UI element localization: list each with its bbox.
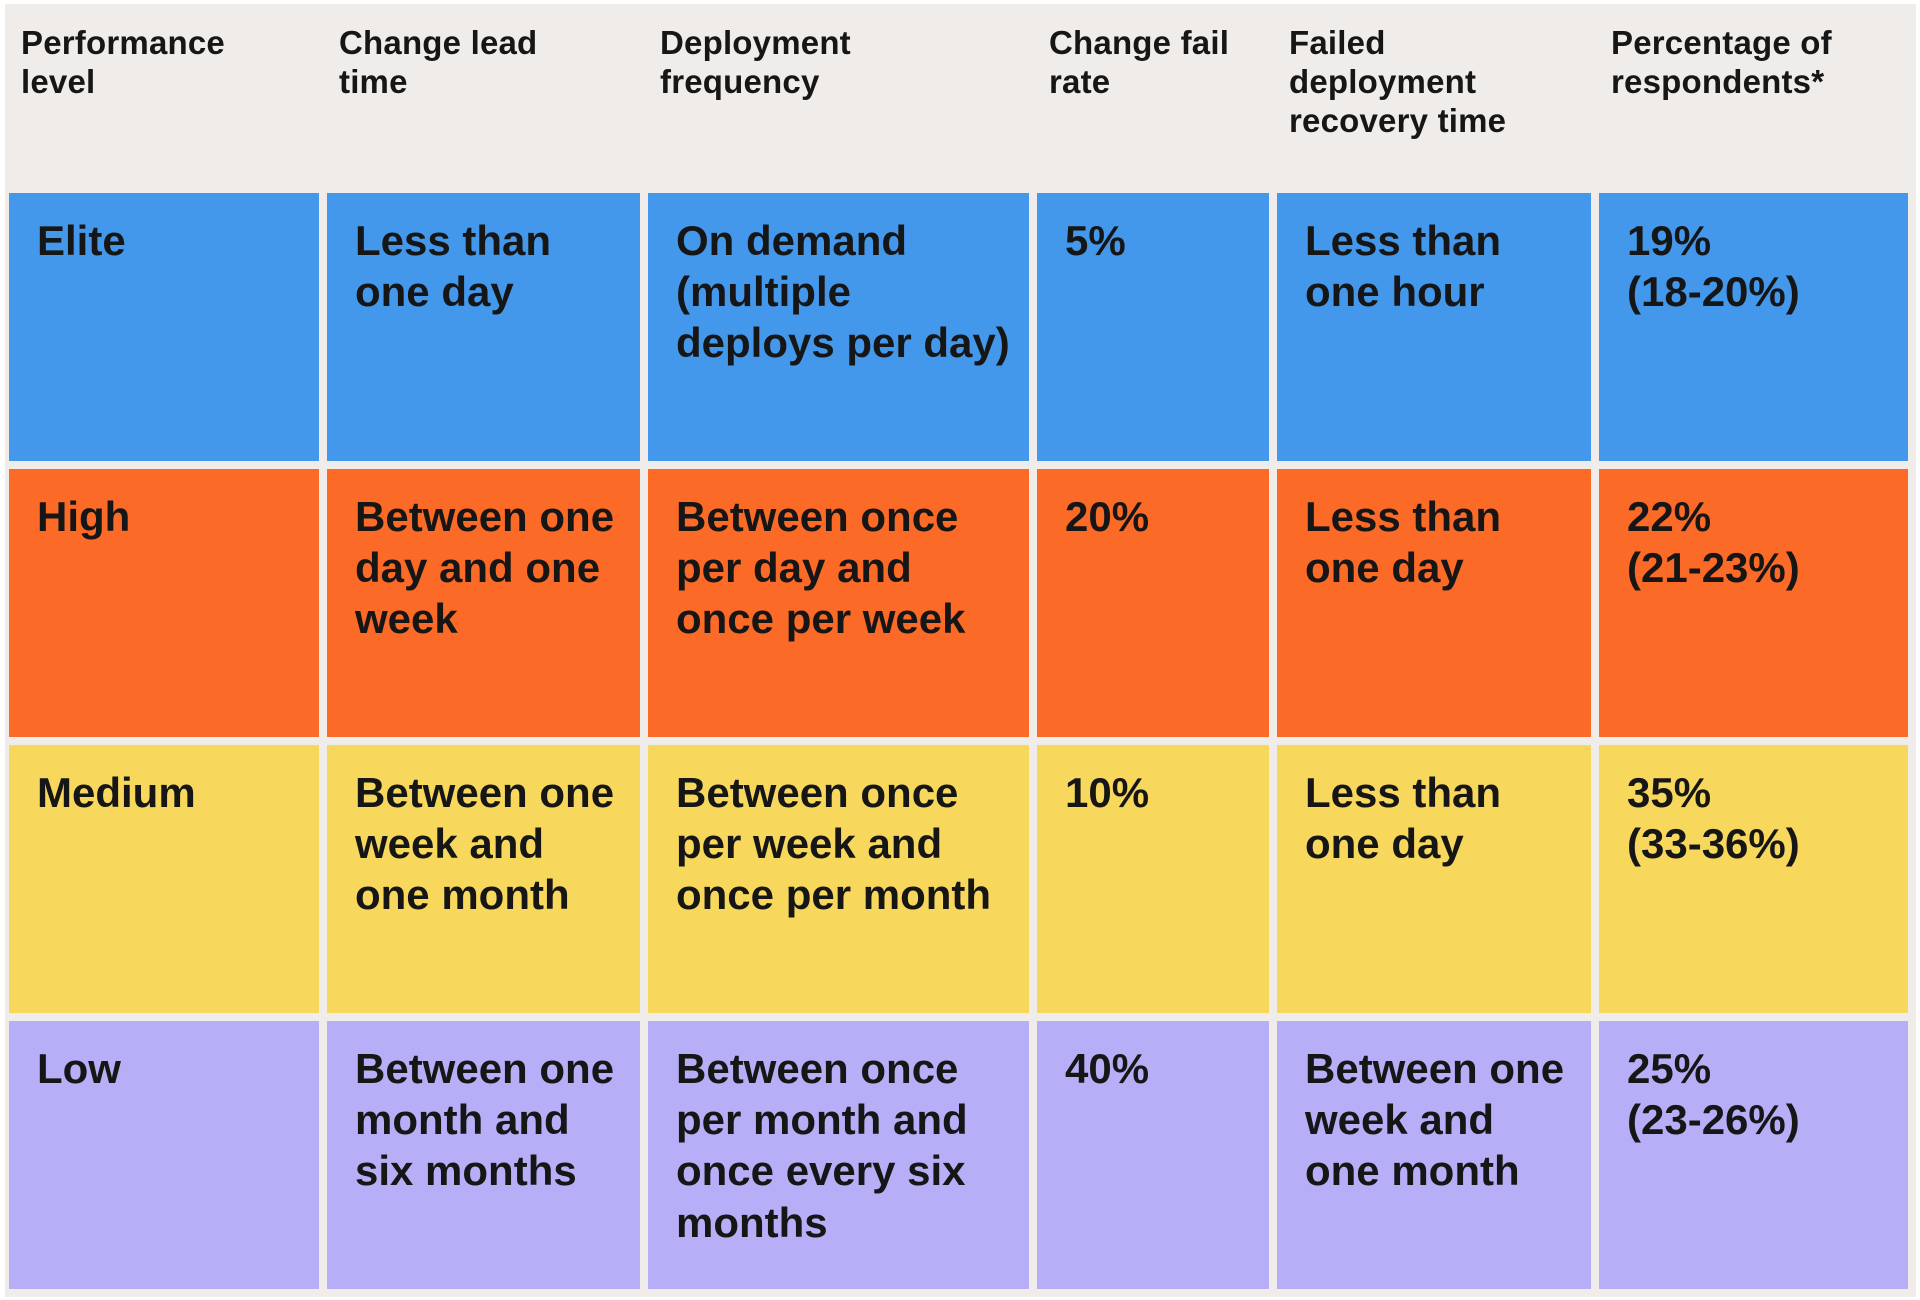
cell-low-performance-level: Low (9, 1021, 319, 1289)
column-header-change-lead-time: Change lead time (339, 24, 538, 100)
cell-high-change-lead-time: Between one day and one week (327, 469, 640, 737)
column-header-change-fail-rate: Change fail rate (1049, 24, 1230, 100)
cell-high-change-fail-rate: 20% (1037, 469, 1269, 737)
cell-medium-performance-level: Medium (9, 745, 319, 1013)
column-header-performance-level: Performance level (21, 24, 225, 100)
column-header-failed-deployment-recovery-time: Failed deployment recovery time (1289, 24, 1507, 139)
cell-high-recovery-time: Less than one day (1277, 469, 1591, 737)
cell-low-recovery-time: Between one week and one month (1277, 1021, 1591, 1289)
cell-medium-recovery-time: Less than one day (1277, 745, 1591, 1013)
cell-elite-percentage-respondents: 19% (18-20%) (1599, 193, 1908, 461)
cell-medium-change-lead-time: Between one week and one month (327, 745, 640, 1013)
cell-high-deployment-frequency: Between once per day and once per week (648, 469, 1029, 737)
dora-performance-table: Performance level Change lead time Deplo… (9, 8, 1908, 1289)
cell-elite-change-lead-time: Less than one day (327, 193, 640, 461)
cell-low-change-fail-rate: 40% (1037, 1021, 1269, 1289)
cell-elite-recovery-time: Less than one hour (1277, 193, 1591, 461)
cell-elite-performance-level: Elite (9, 193, 319, 461)
cell-medium-change-fail-rate: 10% (1037, 745, 1269, 1013)
table-background: Performance level Change lead time Deplo… (5, 4, 1916, 1297)
cell-low-change-lead-time: Between one month and six months (327, 1021, 640, 1289)
cell-medium-percentage-respondents: 35% (33-36%) (1599, 745, 1908, 1013)
cell-elite-change-fail-rate: 5% (1037, 193, 1269, 461)
cell-low-percentage-respondents: 25% (23-26%) (1599, 1021, 1908, 1289)
cell-high-percentage-respondents: 22% (21-23%) (1599, 469, 1908, 737)
column-header-percentage-of-respondents: Percentage of respondents* (1611, 24, 1832, 100)
cell-elite-deployment-frequency: On demand (multiple deploys per day) (648, 193, 1029, 461)
cell-high-performance-level: High (9, 469, 319, 737)
cell-medium-deployment-frequency: Between once per week and once per month (648, 745, 1029, 1013)
column-header-deployment-frequency: Deployment frequency (660, 24, 851, 100)
cell-low-deployment-frequency: Between once per month and once every si… (648, 1021, 1029, 1289)
